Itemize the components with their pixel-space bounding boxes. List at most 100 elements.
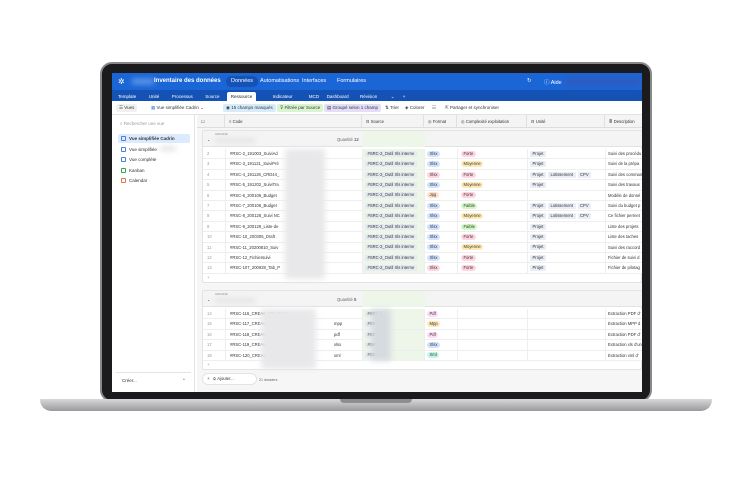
tab-dashboard[interactable]: Dashboard bbox=[326, 94, 349, 99]
cell-description[interactable]: Suivi des procédu bbox=[606, 149, 642, 159]
group-header[interactable]: ⌄ ORIGINE Quantité 12 bbox=[203, 131, 642, 147]
tab-unité[interactable]: Unité bbox=[148, 94, 160, 99]
table-row[interactable]: 10 #RSC-10_200305_Draft #SRC-2_Outil Xls… bbox=[203, 232, 642, 243]
cell-code[interactable]: #RSC-119_CREA6_CPV SUIV xlsx bbox=[226, 340, 363, 351]
table-row[interactable]: 2 #RSC-2_191003_SuiviAd #SRC-2_Outil Xls… bbox=[203, 149, 642, 160]
cell-source[interactable]: #SRC-2_Outil Xls interne bbox=[363, 201, 425, 211]
cell-code[interactable]: #RSC-3_191121_SuiviPré bbox=[226, 159, 363, 170]
cell-description[interactable]: Extraction MPP d bbox=[606, 319, 642, 329]
cell-complexite[interactable]: Forte bbox=[458, 263, 528, 274]
cell-format[interactable]: Mpp bbox=[425, 319, 458, 330]
cell-source[interactable]: #SRC-2_Outil Xls interne bbox=[363, 180, 425, 191]
column-header-4[interactable]: ◎ Complexité exploitation bbox=[457, 115, 527, 128]
cell-description[interactable]: Extraction xml d' bbox=[606, 351, 642, 361]
cell-source[interactable]: #SRC-2_Outil Xls interne bbox=[363, 242, 425, 253]
cell-description[interactable]: Extraction xls d'un bbox=[606, 340, 642, 350]
cell-complexite[interactable]: Moyenne bbox=[458, 242, 528, 253]
cell-complexite[interactable]: Forte bbox=[458, 232, 528, 243]
tab-révision[interactable]: Révision bbox=[360, 94, 378, 99]
cell-source[interactable]: #SRC-2_Outil Xls interne bbox=[363, 190, 425, 201]
cell-source[interactable]: #SRC-2_Outil Xls interne bbox=[363, 159, 425, 170]
cell-code[interactable]: #RSC-5_191202_SuiviTra bbox=[226, 180, 363, 191]
cell-code[interactable]: #RSC-7_200106_Budget bbox=[226, 201, 363, 211]
cell-complexite[interactable]: Forte bbox=[458, 149, 528, 159]
cell-description[interactable]: Liste des projets bbox=[606, 222, 642, 232]
cell-unite[interactable]: Projet bbox=[528, 253, 606, 263]
cell-format[interactable]: Xlsx bbox=[425, 242, 458, 253]
cell-unite[interactable]: Projet bbox=[528, 232, 606, 243]
cell-complexite[interactable]: Faible bbox=[458, 221, 528, 232]
sidebar-view-0[interactable]: Vue simplifiée Cadrin bbox=[118, 134, 190, 143]
group-header[interactable]: ⌄ ORIGINE Quantité 5 bbox=[203, 291, 642, 307]
cell-complexite[interactable]: Forte bbox=[458, 253, 528, 263]
cell-unite[interactable] bbox=[528, 309, 606, 319]
group-button[interactable]: ▤ Groupé selon 1 champ bbox=[324, 104, 382, 112]
cell-format[interactable]: Jpg bbox=[425, 190, 458, 201]
cell-description[interactable]: Suivi des travaux bbox=[606, 180, 642, 190]
cell-unite[interactable] bbox=[528, 319, 606, 330]
help-link[interactable]: ⓘ Aide bbox=[544, 80, 562, 86]
tab-source[interactable]: Source bbox=[205, 94, 220, 99]
cell-format[interactable]: Xlsx bbox=[425, 221, 458, 232]
cell-format[interactable]: Xlsx bbox=[425, 169, 458, 180]
sort-button[interactable]: ⇅ Trier bbox=[385, 105, 400, 110]
chevron-up-icon[interactable]: ⌃ bbox=[182, 378, 186, 383]
column-header-3[interactable]: ◎ Format bbox=[424, 115, 457, 128]
add-record-icon[interactable]: + bbox=[207, 362, 210, 367]
cell-code[interactable]: #RSC-117_CREA6_CPV SUIV mpp bbox=[226, 319, 363, 330]
cell-complexite[interactable]: Moyenne bbox=[458, 180, 528, 191]
sidebar-view-3[interactable]: Kanban bbox=[118, 166, 190, 175]
cell-code[interactable]: #RSC-11_20200810_Suiv bbox=[226, 242, 363, 253]
cell-code[interactable]: #RSC-12_Fichiersuivi bbox=[226, 253, 363, 263]
cell-code[interactable]: #RSC-10_200305_Draft bbox=[226, 232, 363, 243]
cell-description[interactable]: Suivi des raccord bbox=[606, 243, 642, 253]
history-icon[interactable]: ↻ bbox=[527, 78, 532, 84]
add-button[interactable]: + ⛭ Ajouter... bbox=[202, 373, 257, 385]
cell-format[interactable]: Xlsx bbox=[425, 180, 458, 191]
chevron-down-icon[interactable]: ⌄ bbox=[207, 297, 211, 302]
cell-unite[interactable]: Projet bbox=[528, 149, 606, 159]
table-row[interactable]: 8 #RSC-8_200128_Suivi NC #SRC-2_Outil Xl… bbox=[203, 211, 642, 222]
share-button[interactable]: ⇱ Partager et synchroniser bbox=[445, 105, 500, 110]
cell-code[interactable]: #RSC-107_200928_Tab_P bbox=[226, 263, 363, 274]
cell-format[interactable]: Xlsx bbox=[425, 263, 458, 274]
cell-complexite[interactable] bbox=[458, 340, 528, 351]
cell-source[interactable]: #SRC-2_Outil Xls interne bbox=[363, 149, 425, 159]
cell-format[interactable]: Pdf bbox=[425, 309, 458, 319]
cell-code[interactable]: #RSC-120_CREA6_CPV SUIV xml bbox=[226, 350, 363, 361]
cell-format[interactable]: Pdf bbox=[425, 329, 458, 340]
table-row[interactable]: 9 #RSC-9_200129_Liste-de #SRC-2_Outil Xl… bbox=[203, 221, 642, 233]
add-record-icon[interactable]: + bbox=[207, 274, 210, 280]
sidebar-view-2[interactable]: Vue complète bbox=[118, 155, 190, 164]
cell-complexite[interactable]: Moyenne bbox=[458, 159, 528, 170]
cell-description[interactable]: Suivi des comman bbox=[606, 170, 642, 180]
column-header-5[interactable]: ⊟ Unité bbox=[527, 115, 605, 128]
cell-source[interactable]: #SRC-2_Outil Xls interne bbox=[363, 263, 425, 274]
table-row[interactable]: 3 #RSC-3_191121_SuiviPré #SRC-2_Outil Xl… bbox=[203, 159, 642, 170]
cell-description[interactable]: Fichier de pilotag bbox=[606, 263, 642, 273]
cell-complexite[interactable]: Forte bbox=[458, 169, 528, 180]
cell-format[interactable]: Xlsx bbox=[425, 159, 458, 170]
cell-format[interactable]: Xlsx bbox=[425, 201, 458, 211]
cell-code[interactable]: #RSC-118_CREA6_CPV SUIV pdf bbox=[226, 329, 363, 340]
cell-description[interactable]: Suivi de la prépa bbox=[606, 159, 642, 169]
nav-interfaces[interactable]: Interfaces bbox=[302, 78, 327, 84]
row-height-button[interactable]: ☷ bbox=[432, 105, 437, 110]
cell-description[interactable]: Suivi du budget p bbox=[606, 201, 642, 211]
cell-code[interactable]: #RSC-2_191003_SuiviAd bbox=[226, 149, 363, 159]
cell-format[interactable]: Xml bbox=[425, 350, 458, 361]
cell-unite[interactable]: Projet Lotissement CPV bbox=[528, 169, 606, 180]
cell-unite[interactable]: Projet bbox=[528, 180, 606, 191]
table-row[interactable]: 11 #RSC-11_20200810_Suiv #SRC-2_Outil Xl… bbox=[203, 242, 642, 253]
cell-format[interactable]: Xlsx bbox=[425, 253, 458, 263]
table-row[interactable]: 5 #RSC-5_191202_SuiviTra #SRC-2_Outil Xl… bbox=[203, 180, 642, 191]
cell-description[interactable]: Fichier de suivi d bbox=[606, 253, 642, 263]
tab-ressource[interactable]: Ressource bbox=[226, 92, 257, 101]
tab-processus[interactable]: Processus bbox=[171, 94, 193, 99]
cell-source[interactable]: #SRC-2_Outil Xls interne bbox=[363, 169, 425, 180]
cell-unite[interactable]: Projet Lotissement CPV bbox=[528, 201, 606, 211]
cell-code[interactable]: #RSC-9_200129_Liste-de bbox=[226, 221, 363, 232]
cell-description[interactable]: Extraction PDF d' bbox=[606, 309, 642, 319]
nav-donnees[interactable]: Données bbox=[226, 76, 259, 87]
hidden-fields-button[interactable]: ◉ 15 champs masqués bbox=[223, 104, 276, 112]
